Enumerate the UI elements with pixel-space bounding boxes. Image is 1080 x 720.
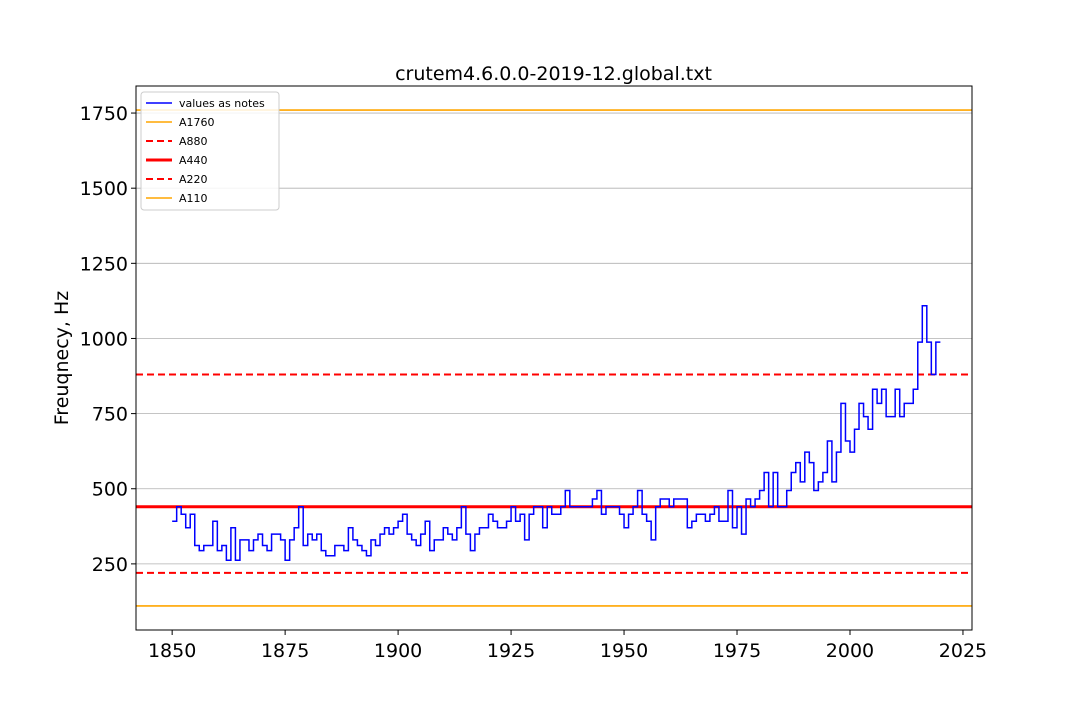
- plot-frame: [135, 85, 973, 631]
- y-axis: 250 500 750 1000 1250 1500 1750: [80, 103, 136, 576]
- y-tick-label: 1500: [80, 178, 128, 200]
- y-axis-label: Freuqnecy, Hz: [51, 291, 73, 426]
- legend-label: A1760: [179, 116, 215, 129]
- y-tick-label: 500: [92, 479, 128, 501]
- y-tick-label: 1750: [80, 103, 128, 125]
- y-tick-label: 250: [92, 554, 128, 576]
- legend-label: A880: [179, 135, 208, 148]
- grid-lines: [136, 112, 972, 565]
- series-line-values-as-notes: [172, 304, 941, 562]
- legend-box: [140, 91, 280, 211]
- legend-label: A220: [179, 173, 208, 186]
- y-tick-label: 750: [92, 404, 128, 426]
- x-tick-label: 1950: [600, 640, 648, 662]
- x-tick-label: 2000: [826, 640, 874, 662]
- series-lines: [172, 304, 941, 562]
- x-tick-label: 1975: [713, 640, 761, 662]
- chart-title: crutem4.6.0.0-2019-12.global.txt: [395, 63, 712, 85]
- legend: values as notes A1760 A880 A440 A220 A110: [140, 91, 280, 211]
- x-tick-label: 1850: [148, 640, 196, 662]
- legend-label: A110: [179, 192, 208, 205]
- legend-label: A440: [179, 154, 208, 167]
- x-tick-label: 1925: [487, 640, 535, 662]
- legend-label: values as notes: [179, 97, 265, 110]
- y-tick-label: 1250: [80, 253, 128, 275]
- x-tick-label: 1900: [374, 640, 422, 662]
- x-tick-label: 1875: [261, 640, 309, 662]
- x-axis: 1850 1875 1900 1925 1950 1975 2000 2025: [148, 630, 987, 662]
- x-tick-label: 2025: [939, 640, 987, 662]
- y-tick-label: 1000: [80, 328, 128, 350]
